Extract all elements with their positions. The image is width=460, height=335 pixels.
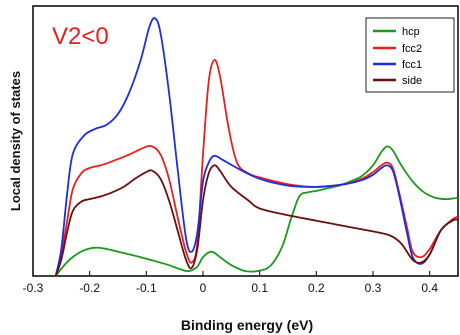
x-tick-label: 0: [200, 281, 207, 295]
x-axis-ticks: -0.3 -0.2 -0.1 0 0.1 0.2 0.3 0.4: [23, 271, 438, 295]
legend-label-fcc2: fcc2: [402, 43, 422, 55]
x-tick-label: 0.3: [365, 281, 382, 295]
x-tick-label: 0.2: [308, 281, 325, 295]
series-line-hcp: [54, 145, 459, 277]
series-lines: [54, 17, 459, 277]
x-tick-label: 0.4: [421, 281, 438, 295]
x-tick-label: -0.1: [136, 281, 157, 295]
annotation-text: V2<0: [52, 23, 109, 50]
series-line-fcc1: [54, 17, 459, 277]
y-axis-label: Local density of states: [8, 71, 23, 211]
x-axis-label: Binding energy (eV): [181, 317, 313, 333]
x-tick-label: -0.2: [79, 281, 100, 295]
series-line-side: [54, 164, 459, 277]
legend: hcp fcc2 fcc1 side: [365, 17, 455, 93]
legend-label-side: side: [402, 75, 422, 87]
legend-label-fcc1: fcc1: [402, 59, 422, 71]
x-tick-label: 0.1: [251, 281, 268, 295]
legend-label-hcp: hcp: [402, 26, 420, 38]
x-tick-label: -0.3: [23, 281, 44, 295]
